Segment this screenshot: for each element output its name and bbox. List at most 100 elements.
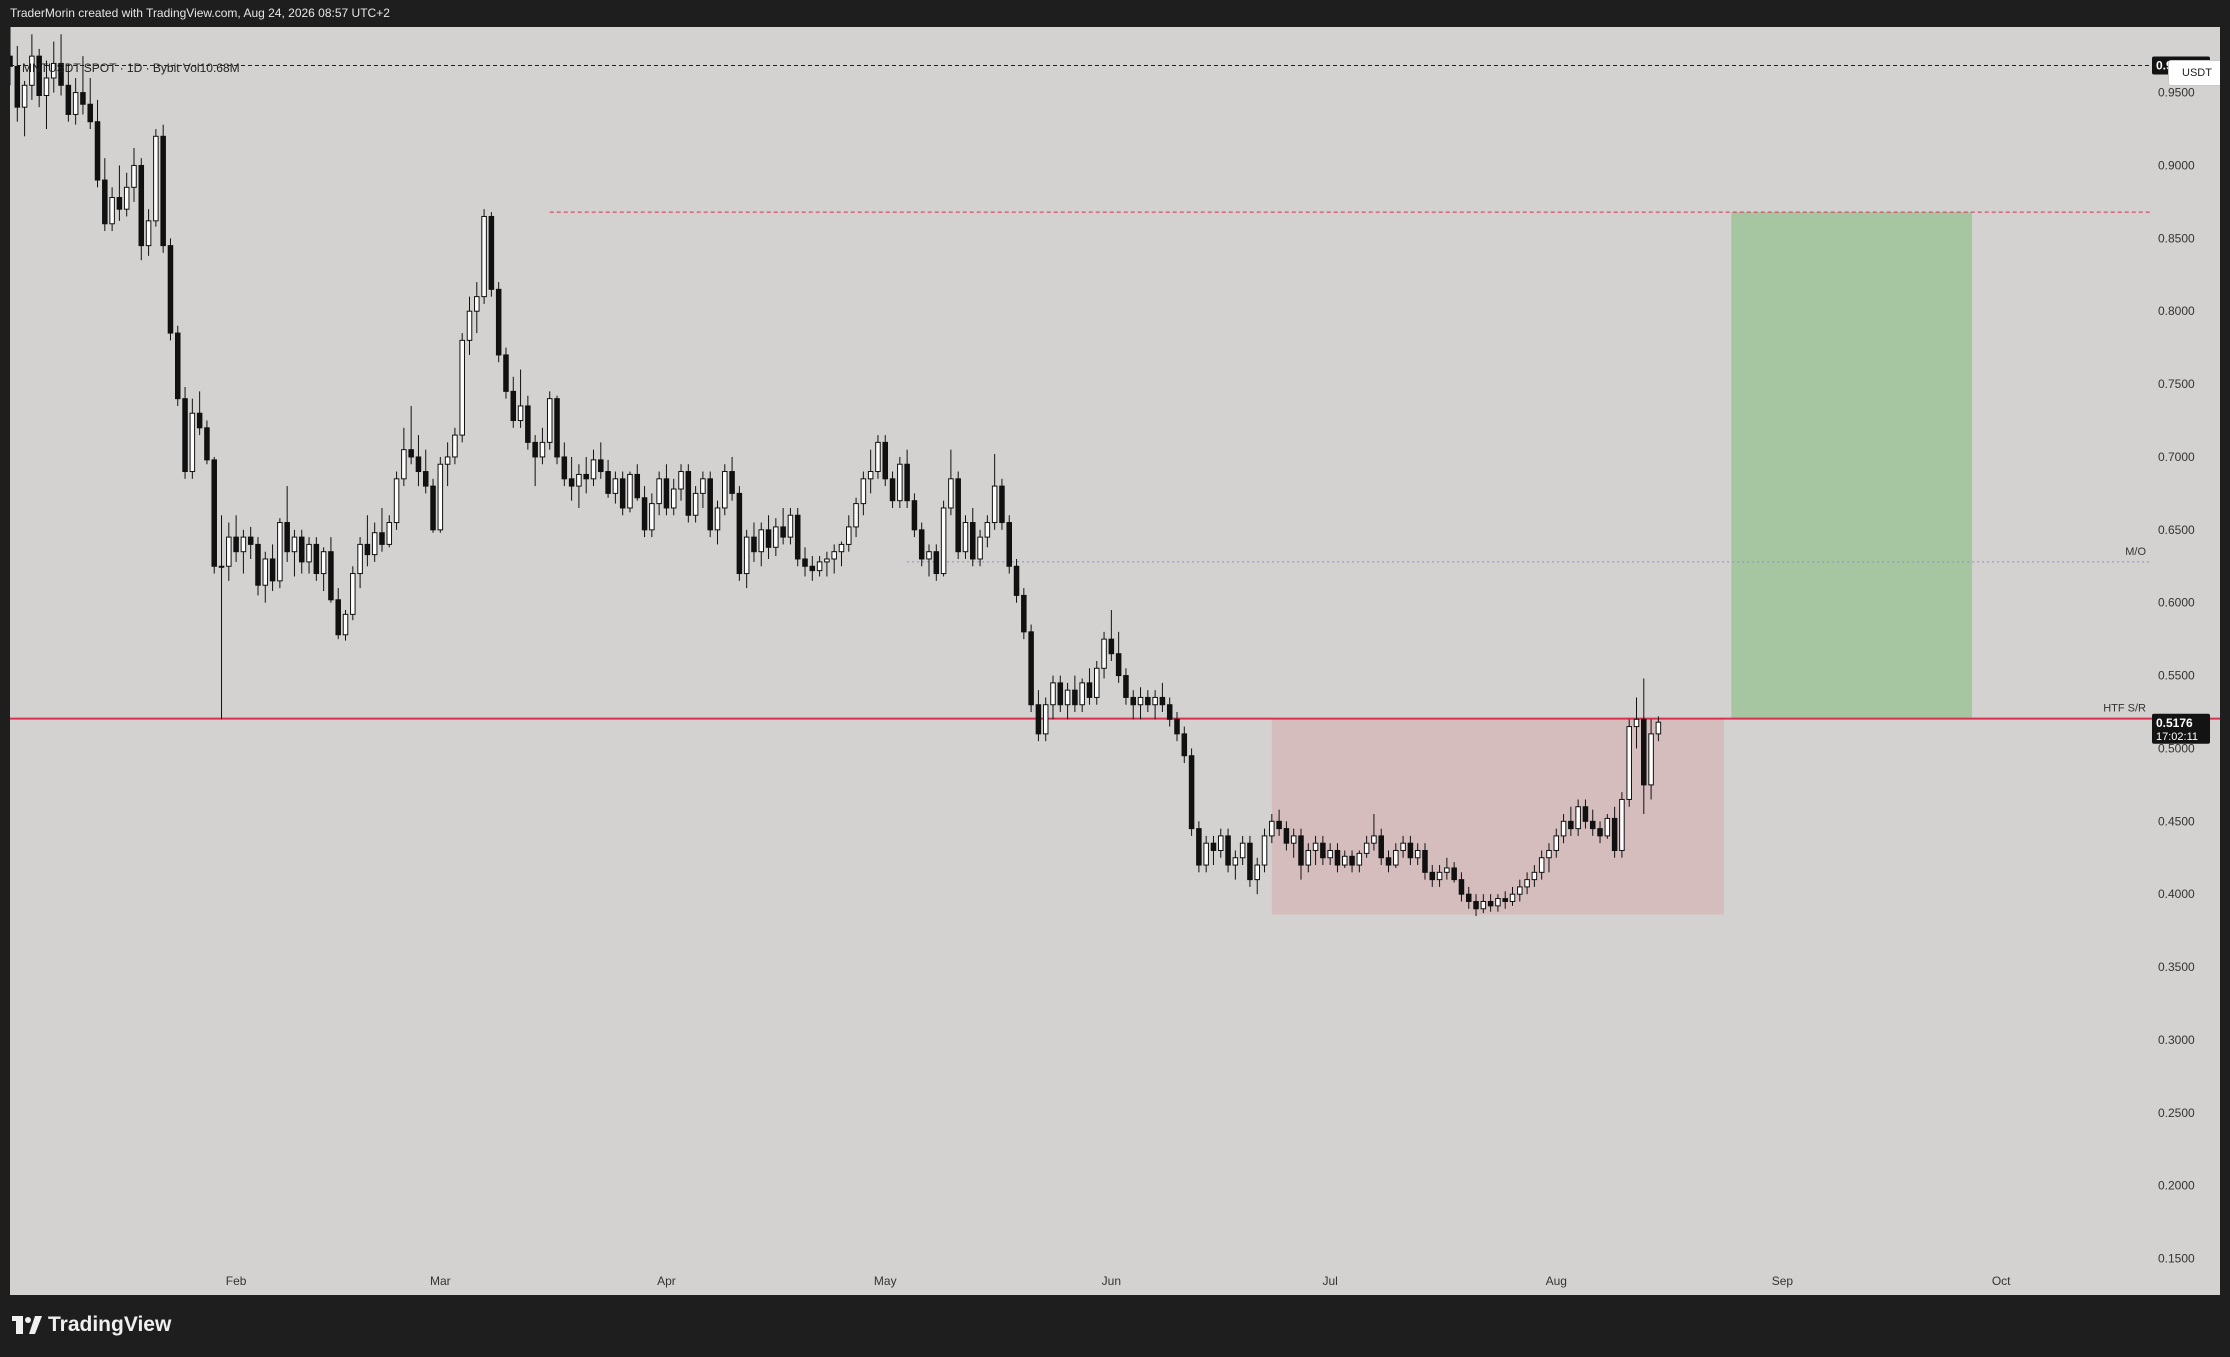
candle-body-165 — [1210, 842, 1217, 851]
tradingview-logo[interactable]: TradingView — [12, 1313, 171, 1337]
candle-body-106 — [780, 526, 786, 538]
chart-frame[interactable]: M/O HTF S/R 0.9500 0.9000 0.8500 0.8000 0.7500… — [10, 27, 2220, 1295]
candle-body-16 — [123, 186, 130, 210]
symbol-label: MNTUSDT SPOT · 1D · Bybit Vol10.68M — [22, 61, 240, 75]
candle-body-94 — [692, 492, 699, 516]
candle-body-203 — [1487, 900, 1494, 907]
candle-body-204 — [1495, 898, 1501, 907]
candle-body-180 — [1320, 842, 1326, 859]
candle-body-55 — [408, 449, 414, 458]
y-tick-label: 0.5500 — [2158, 669, 2195, 683]
candle-body-81 — [598, 459, 604, 473]
candle-body-9 — [72, 92, 79, 115]
candle-body-197 — [1444, 867, 1450, 873]
candle-body-192 — [1407, 842, 1414, 859]
candle-body-100 — [736, 492, 743, 575]
candle-body-208 — [1524, 879, 1530, 888]
candle-body-92 — [678, 471, 684, 490]
candlestick-chart[interactable]: M/O HTF S/R 0.9500 0.9000 0.8500 0.8000 0.7500… — [10, 27, 2220, 1295]
candle-body-38 — [284, 522, 290, 553]
candle-body-179 — [1312, 842, 1319, 851]
candle-body-113 — [831, 551, 837, 560]
candle-body-133 — [977, 536, 983, 560]
mo-line-label: M/O — [2125, 546, 2146, 558]
candle-body-47 — [350, 573, 356, 615]
candle-body-189 — [1385, 857, 1392, 866]
candle-body-70 — [517, 405, 524, 422]
candle-body-76 — [561, 456, 568, 480]
x-tick-label: May — [874, 1274, 897, 1288]
candle-body-190 — [1393, 849, 1399, 866]
candle-body-23 — [174, 332, 181, 400]
candle-body-127 — [933, 551, 940, 575]
candle-body-105 — [773, 526, 779, 548]
candle-body-102 — [751, 536, 757, 553]
candle-body-54 — [401, 449, 407, 480]
candle-body-26 — [196, 412, 203, 429]
candle-body-176 — [1290, 835, 1297, 844]
candle-body-34 — [255, 543, 261, 586]
candle-body-67 — [495, 288, 502, 356]
candle-body-72 — [532, 441, 538, 458]
x-tick-label: Oct — [1992, 1274, 2011, 1288]
y-tick-label: 0.8500 — [2158, 231, 2195, 245]
candle-body-71 — [525, 405, 531, 443]
candle-body-191 — [1400, 842, 1406, 851]
candle-body-13 — [102, 179, 108, 225]
candle-body-91 — [670, 488, 677, 509]
candle-body-74 — [546, 398, 553, 443]
x-tick-label: Jul — [1322, 1274, 1337, 1288]
candle-body-116 — [853, 503, 859, 528]
x-tick-label: Sep — [1772, 1274, 1794, 1288]
candle-body-173 — [1269, 820, 1275, 837]
candle-body-171 — [1254, 864, 1260, 881]
candle-body-207 — [1517, 886, 1523, 895]
candle-body-174 — [1276, 820, 1282, 830]
candle-body-17 — [131, 164, 137, 188]
candle-body-224 — [1641, 718, 1647, 786]
x-tick-label: Feb — [226, 1274, 247, 1288]
currency-button[interactable]: USDT — [2168, 60, 2220, 86]
price-marker-1 — [2152, 713, 2210, 744]
candle-body-146 — [1072, 689, 1078, 706]
candle-body-101 — [743, 536, 750, 575]
candle-body-183 — [1341, 855, 1348, 866]
candle-body-129 — [948, 478, 954, 509]
attribution-text: TraderMorin created with TradingView.com… — [10, 6, 390, 20]
candle-body-161 — [1181, 733, 1188, 757]
candle-body-73 — [539, 441, 546, 458]
candle-body-169 — [1239, 842, 1246, 859]
y-tick-label: 0.5000 — [2158, 741, 2195, 755]
candle-body-109 — [802, 558, 808, 567]
candle-body-185 — [1356, 852, 1363, 866]
price-marker-countdown-1: 17:02:11 — [2156, 731, 2198, 743]
candle-body-45 — [335, 599, 341, 636]
candle-body-112 — [824, 558, 830, 563]
candle-body-163 — [1196, 828, 1202, 866]
candle-body-181 — [1327, 849, 1333, 859]
candle-body-149 — [1094, 667, 1100, 698]
htf-sr-label: HTF S/R — [2103, 703, 2146, 715]
candle-body-89 — [656, 478, 662, 505]
candle-body-175 — [1283, 828, 1290, 844]
candle-body-104 — [765, 529, 772, 548]
candle-body-79 — [583, 473, 589, 480]
candle-body-64 — [474, 296, 480, 312]
candle-body-222 — [1626, 726, 1632, 800]
candle-body-90 — [663, 478, 670, 509]
candle-body-188 — [1378, 835, 1384, 859]
candle-body-170 — [1247, 842, 1253, 881]
candle-body-57 — [422, 471, 429, 487]
candle-body-216 — [1582, 806, 1589, 822]
candle-body-194 — [1422, 849, 1428, 873]
candle-body-131 — [962, 522, 969, 553]
candle-body-217 — [1589, 820, 1596, 830]
y-tick-label: 0.7000 — [2158, 450, 2195, 464]
candle-body-166 — [1217, 835, 1224, 851]
candle-body-107 — [787, 514, 794, 538]
candle-body-69 — [510, 390, 517, 422]
candle-body-19 — [145, 220, 152, 247]
candle-body-205 — [1502, 898, 1508, 902]
tradingview-logo-text: TradingView — [48, 1313, 172, 1336]
candle-body-32 — [240, 536, 247, 553]
